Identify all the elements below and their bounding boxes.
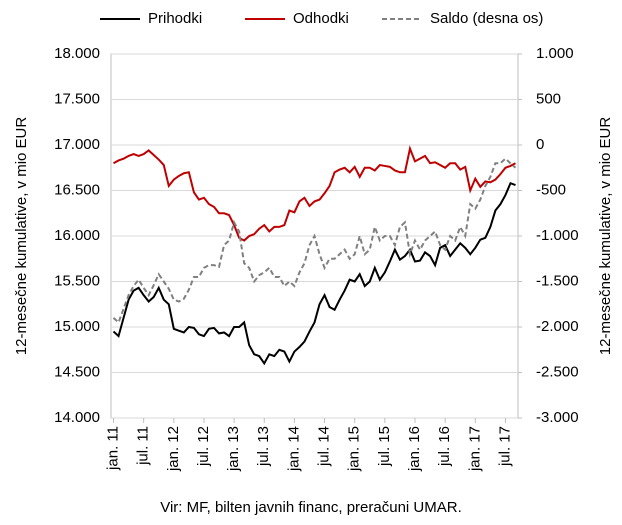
y-tick-label: 17.000 xyxy=(54,136,100,153)
x-tick-label: jan. 16 xyxy=(406,426,423,472)
x-tick-label: jan. 13 xyxy=(225,426,242,472)
x-tick-label: jul. 12 xyxy=(195,426,212,467)
legend-label: Saldo (desna os) xyxy=(430,10,543,27)
y2-tick-label: -500 xyxy=(536,181,566,198)
y-tick-label: 16.000 xyxy=(54,227,100,244)
y2-axis-label: 12-mesečne kumulative, v mio EUR xyxy=(597,117,614,356)
source-note: Vir: MF, bilten javnih financ, preračuni… xyxy=(160,499,462,516)
y2-tick-label: -3.000 xyxy=(536,409,579,426)
legend-label: Prihodki xyxy=(148,10,202,27)
y-axis-label: 12-mesečne kumulative, v mio EUR xyxy=(13,117,30,356)
x-tick-label: jul. 14 xyxy=(316,426,333,467)
x-tick-label: jan. 11 xyxy=(104,426,121,471)
x-tick-label: jul. 13 xyxy=(255,426,272,467)
y-tick-label: 17.500 xyxy=(54,90,100,107)
y2-tick-label: -1.500 xyxy=(536,272,579,289)
x-tick-label: jul. 17 xyxy=(496,426,513,467)
y-tick-label: 14.000 xyxy=(54,409,100,426)
y-tick-label: 16.500 xyxy=(54,181,100,198)
x-tick-label: jul. 11 xyxy=(135,426,152,466)
series-line xyxy=(113,145,516,242)
x-tick-label: jul. 15 xyxy=(376,426,393,467)
x-tick-label: jan. 17 xyxy=(466,426,483,472)
y-tick-label: 15.500 xyxy=(54,272,100,289)
y-tick-label: 14.500 xyxy=(54,363,100,380)
y2-tick-label: -2.500 xyxy=(536,363,579,380)
x-tick-label: jan. 15 xyxy=(346,426,363,472)
x-tick-label: jan. 12 xyxy=(165,426,182,472)
series-line xyxy=(112,157,517,325)
y2-tick-label: 500 xyxy=(536,90,561,107)
y2-tick-label: -1.000 xyxy=(536,227,579,244)
y2-tick-label: 0 xyxy=(536,136,544,153)
y2-tick-label: 1.000 xyxy=(536,45,574,62)
y-tick-label: 18.000 xyxy=(54,45,100,62)
legend-label: Odhodki xyxy=(293,10,349,27)
x-tick-label: jan. 14 xyxy=(285,426,302,472)
y-tick-label: 15.000 xyxy=(54,318,100,335)
series-line xyxy=(112,181,516,366)
y2-tick-label: -2.000 xyxy=(536,318,579,335)
x-tick-label: jul. 16 xyxy=(436,426,453,467)
